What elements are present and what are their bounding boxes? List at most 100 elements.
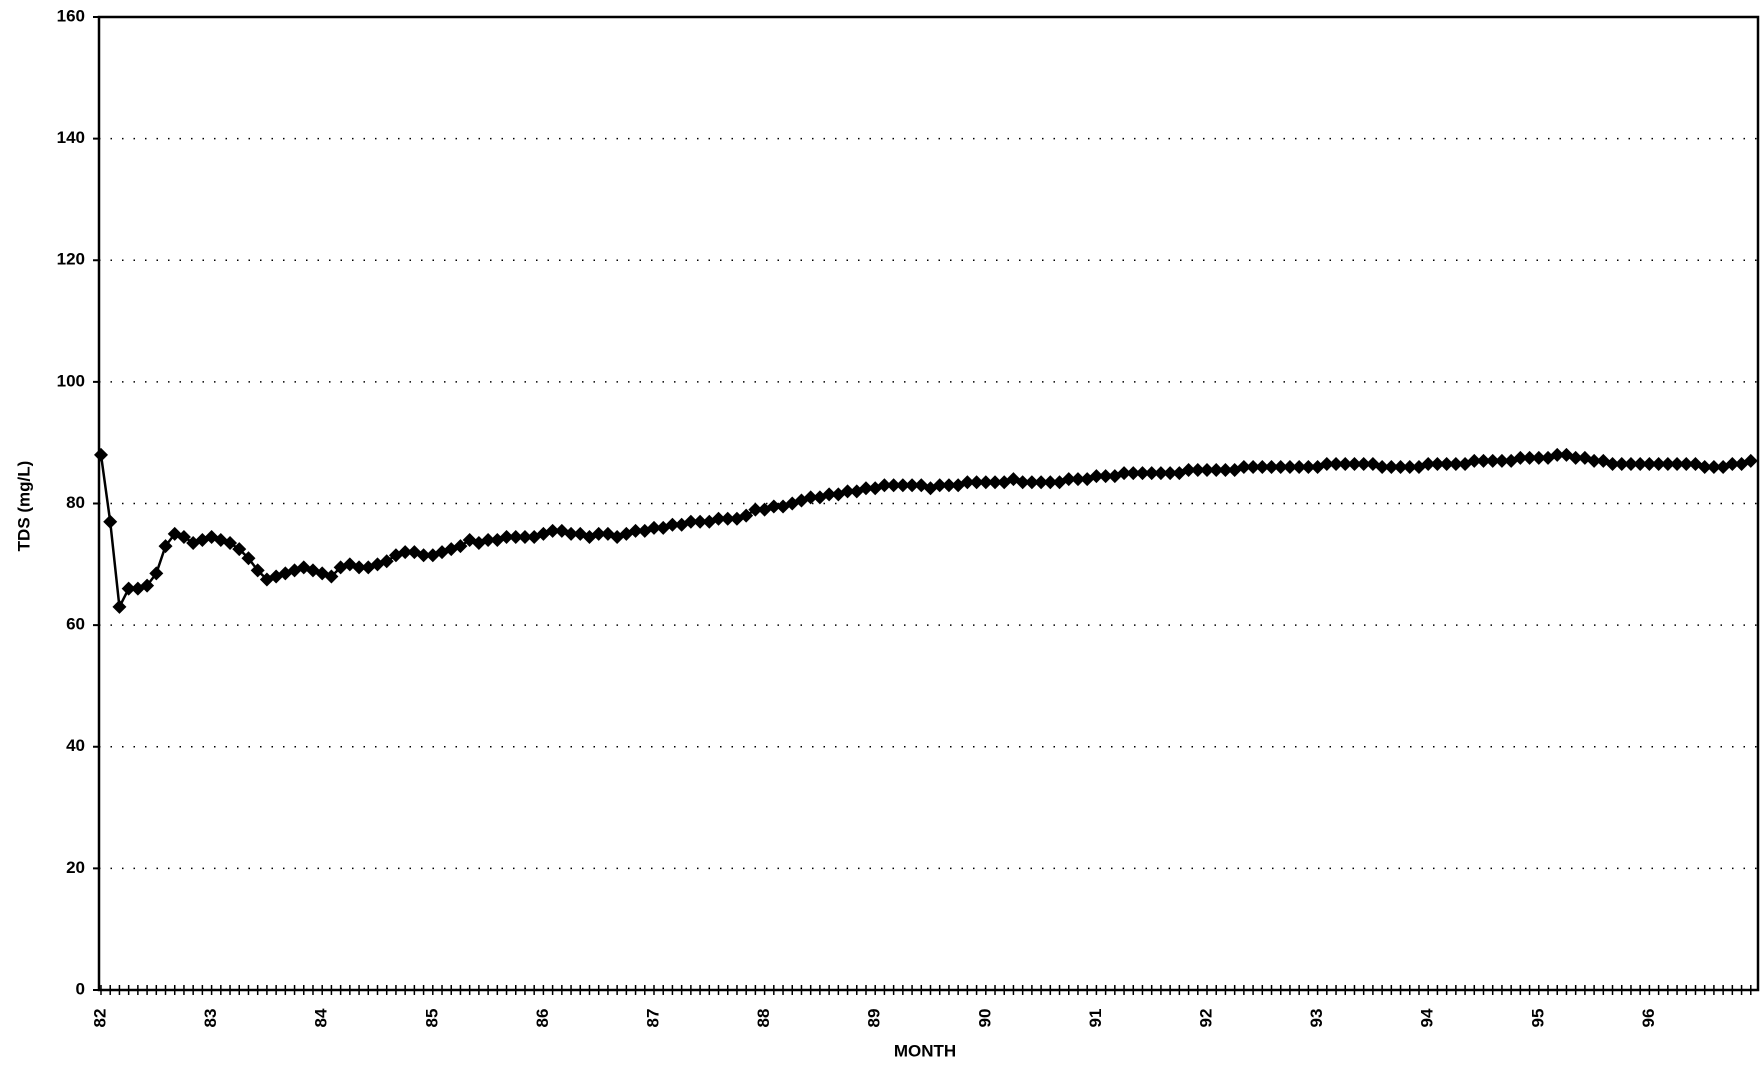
marker [1614, 456, 1629, 471]
marker [1209, 463, 1224, 478]
x-tick-label: 91 [1086, 1009, 1105, 1028]
x-tick-label: 90 [975, 1009, 994, 1028]
marker [877, 478, 892, 493]
marker [103, 514, 118, 529]
marker [932, 478, 947, 493]
x-tick-label: 83 [201, 1009, 220, 1028]
marker [693, 514, 708, 529]
marker [1292, 460, 1307, 475]
marker [1467, 453, 1482, 468]
marker [1393, 460, 1408, 475]
marker [720, 511, 735, 526]
marker [1135, 466, 1150, 481]
marker [94, 447, 108, 462]
marker [241, 551, 256, 566]
y-tick-label: 100 [57, 371, 85, 390]
marker [647, 520, 661, 535]
marker [895, 478, 910, 493]
marker [499, 529, 514, 544]
marker [1163, 466, 1178, 481]
marker [158, 539, 173, 554]
marker [941, 478, 956, 493]
marker [1743, 453, 1758, 468]
marker [1034, 475, 1049, 490]
marker [1255, 460, 1270, 475]
line [99, 453, 1752, 612]
x-tick-label: 85 [422, 1009, 441, 1028]
marker [1513, 450, 1528, 465]
marker [1098, 469, 1113, 484]
marker [1301, 460, 1316, 475]
marker [822, 487, 837, 502]
marker [1329, 456, 1344, 471]
y-tick-label: 60 [66, 615, 85, 634]
marker [1190, 463, 1205, 478]
marker [1338, 456, 1353, 471]
marker [766, 499, 781, 514]
marker [1697, 460, 1712, 475]
marker [1485, 453, 1500, 468]
marker [379, 554, 394, 569]
marker [1706, 460, 1721, 475]
marker [665, 517, 680, 532]
x-tick-label: 86 [533, 1009, 552, 1028]
marker [1153, 466, 1168, 481]
marker [1319, 456, 1334, 471]
marker [1448, 456, 1463, 471]
y-axis-title: TDS (mg/L) [14, 461, 33, 552]
marker [1679, 456, 1694, 471]
marker [1660, 456, 1675, 471]
marker [858, 481, 873, 496]
y-tick-label: 40 [66, 736, 85, 755]
marker [1126, 466, 1141, 481]
marker [978, 475, 993, 490]
marker [1375, 460, 1390, 475]
marker [628, 523, 643, 538]
marker [1043, 475, 1058, 490]
marker [1670, 456, 1685, 471]
marker [176, 529, 191, 544]
marker [1605, 456, 1620, 471]
marker [508, 529, 523, 544]
marker [1421, 456, 1436, 471]
y-tick-label: 0 [76, 979, 85, 998]
x-tick-label: 92 [1196, 1009, 1215, 1028]
marker [886, 478, 901, 493]
marker [739, 508, 754, 523]
marker [149, 566, 164, 581]
marker [1494, 453, 1509, 468]
marker [1633, 456, 1648, 471]
marker [517, 529, 532, 544]
marker [1246, 460, 1261, 475]
x-tick-label: 93 [1307, 1009, 1326, 1028]
marker [1218, 463, 1233, 478]
x-tick-label: 87 [643, 1009, 662, 1028]
marker [840, 484, 855, 499]
marker [324, 569, 339, 584]
marker [1476, 453, 1491, 468]
marker [545, 523, 560, 538]
marker [112, 599, 127, 614]
marker [1384, 460, 1399, 475]
y-tick-label: 20 [66, 858, 85, 877]
marker [1264, 460, 1279, 475]
marker [398, 545, 413, 560]
marker [683, 514, 698, 529]
marker [223, 536, 238, 551]
x-tick-label: 89 [865, 1009, 884, 1028]
marker [1144, 466, 1159, 481]
marker [1282, 460, 1297, 475]
marker [1015, 475, 1030, 490]
marker [960, 475, 975, 490]
y-tick-label: 120 [57, 250, 85, 269]
marker [1181, 463, 1196, 478]
marker [969, 475, 984, 490]
marker [1402, 460, 1417, 475]
marker [1568, 450, 1583, 465]
marker [1347, 456, 1362, 471]
marker [1522, 450, 1537, 465]
x-tick-label: 94 [1418, 1008, 1437, 1027]
marker [121, 581, 136, 596]
marker [748, 502, 763, 517]
marker [1642, 456, 1657, 471]
